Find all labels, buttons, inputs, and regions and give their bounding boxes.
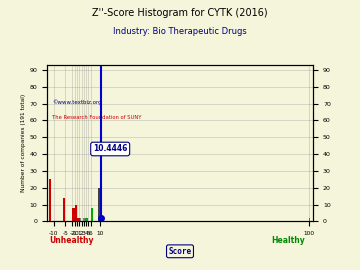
Bar [87, 218, 88, 221]
Text: The Research Foundation of SUNY: The Research Foundation of SUNY [52, 115, 141, 120]
Text: ©www.textbiz.org: ©www.textbiz.org [52, 99, 102, 105]
Text: 10.4446: 10.4446 [93, 144, 127, 153]
Bar [84, 218, 85, 221]
Bar [79, 218, 80, 221]
Bar [91, 208, 93, 221]
Bar [72, 208, 75, 221]
Text: Industry: Bio Therapeutic Drugs: Industry: Bio Therapeutic Drugs [113, 27, 247, 36]
Bar [63, 198, 65, 221]
Bar [77, 218, 78, 221]
Bar [75, 205, 77, 221]
Bar [83, 218, 84, 221]
Bar [100, 83, 102, 221]
Bar [76, 218, 77, 221]
Bar [98, 188, 100, 221]
Bar [78, 218, 79, 221]
Text: Score: Score [168, 247, 192, 256]
Bar [309, 218, 310, 221]
Y-axis label: Number of companies (191 total): Number of companies (191 total) [22, 94, 26, 192]
Bar [49, 179, 51, 221]
Text: Healthy: Healthy [271, 236, 305, 245]
Bar [80, 218, 81, 221]
Bar [85, 218, 86, 221]
Bar [86, 218, 87, 221]
Text: Unhealthy: Unhealthy [50, 236, 94, 245]
Text: Z''-Score Histogram for CYTK (2016): Z''-Score Histogram for CYTK (2016) [92, 8, 268, 18]
